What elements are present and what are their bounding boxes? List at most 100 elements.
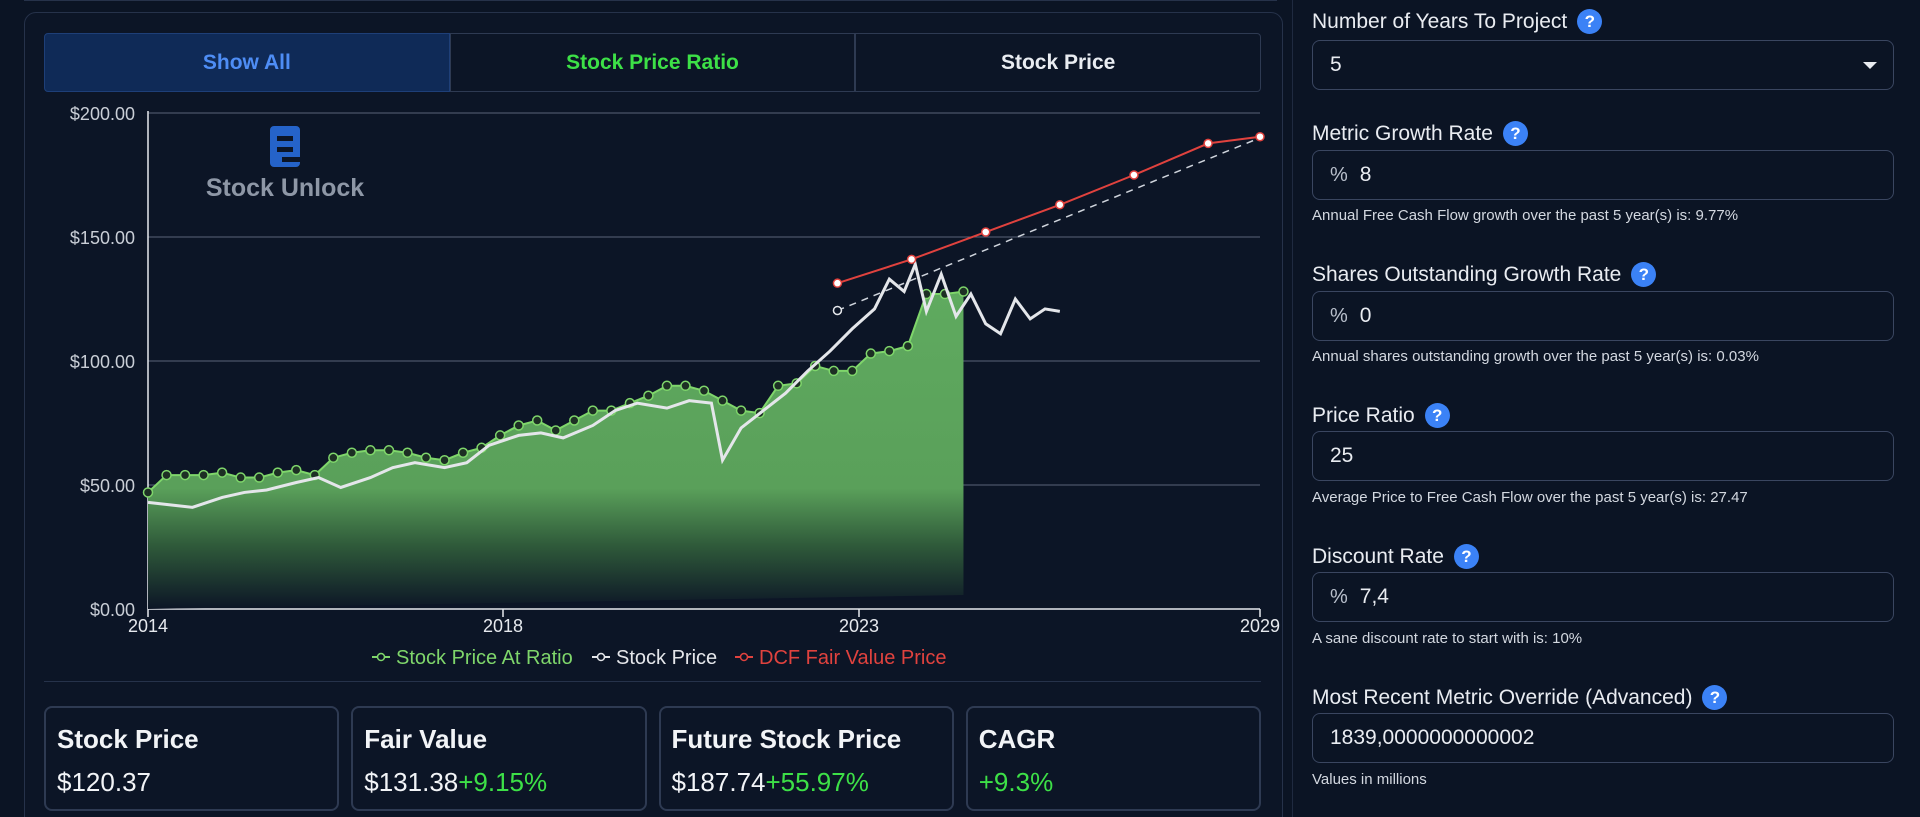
- ratio-point: [346, 447, 358, 459]
- help-icon[interactable]: ?: [1631, 262, 1657, 287]
- metric-override-input[interactable]: 1839,0000000000002: [1312, 713, 1894, 763]
- legend-label: DCF Fair Value Price: [759, 647, 946, 669]
- input-value: 1839,0000000000002: [1330, 726, 1535, 749]
- card-change: +9.15%: [458, 767, 548, 797]
- help-icon[interactable]: ?: [1424, 403, 1450, 428]
- brand-name: Stock Unlock: [206, 174, 364, 202]
- card-title: Future Stock Price: [671, 724, 902, 754]
- card-stock-price: Stock Price $120.37: [44, 706, 340, 811]
- help-icon[interactable]: ?: [1702, 685, 1728, 710]
- metric-growth-label: Metric Growth Rate?: [1312, 121, 1528, 146]
- y-tick-label: $150.00: [70, 228, 135, 248]
- dcf-point: [1255, 131, 1265, 142]
- projection-start-point: [832, 305, 843, 316]
- label-text: Metric Growth Rate: [1312, 121, 1493, 145]
- ratio-point: [365, 445, 376, 456]
- ratio-point: [717, 395, 728, 406]
- card-value: $131.38+9.15%: [364, 767, 633, 798]
- brand-logo: Stock Unlock: [206, 126, 364, 202]
- tab-stock-price-ratio[interactable]: Stock Price Ratio: [449, 33, 856, 92]
- card-title: Stock Price: [57, 724, 199, 754]
- label-text: Shares Outstanding Growth Rate: [1312, 262, 1622, 286]
- shares-growth-hint: Annual shares outstanding growth over th…: [1312, 348, 1759, 365]
- ratio-point: [513, 420, 524, 431]
- ratio-point: [643, 390, 654, 401]
- ratio-point: [328, 452, 339, 463]
- shares-growth-label: Shares Outstanding Growth Rate?: [1312, 262, 1657, 287]
- card-amount: $187.74: [671, 767, 766, 797]
- ratio-point: [884, 345, 895, 357]
- ratio-point: [958, 286, 969, 297]
- ratio-point: [179, 469, 191, 481]
- legend-label: Stock Price: [616, 647, 717, 669]
- tab-show-all[interactable]: Show All: [44, 33, 450, 92]
- x-tick-label: 2023: [839, 616, 879, 636]
- label-text: Price Ratio: [1312, 403, 1415, 427]
- ratio-point: [569, 415, 580, 426]
- panel-divider: [1292, 0, 1293, 817]
- dcf-point: [1129, 170, 1139, 180]
- card-fair-value: Fair Value $131.38+9.15%: [351, 706, 647, 811]
- ratio-point: [772, 380, 784, 392]
- legend-marker: [596, 652, 606, 662]
- dcf-point: [832, 278, 843, 288]
- ratio-point: [587, 405, 599, 416]
- y-tick-label: $200.00: [70, 104, 135, 124]
- ratio-point: [420, 452, 432, 463]
- tab-stock-price[interactable]: Stock Price: [855, 33, 1262, 92]
- input-value: 8: [1359, 163, 1372, 186]
- stock-price-line: [147, 259, 1061, 509]
- y-tick-label: $0.00: [90, 600, 135, 620]
- ratio-point: [161, 469, 172, 481]
- ratio-point: [680, 380, 691, 392]
- ratio-point: [291, 464, 302, 476]
- select-value: 5: [1330, 53, 1342, 76]
- ratio-point: [383, 445, 395, 456]
- help-icon[interactable]: ?: [1502, 121, 1528, 146]
- card-amount: $120.37: [57, 767, 151, 797]
- label-text: Number of Years To Project: [1312, 9, 1568, 33]
- legend-marker: [739, 652, 749, 662]
- label-text: Most Recent Metric Override (Advanced): [1312, 685, 1693, 709]
- projection-line: [837, 137, 1261, 312]
- shares-growth-input[interactable]: % 0: [1312, 291, 1894, 341]
- dcf-point: [906, 254, 917, 265]
- chevron-down-icon: [1863, 62, 1877, 69]
- years-select[interactable]: 5: [1312, 40, 1894, 90]
- dcf-line: [837, 135, 1261, 285]
- ratio-point: [494, 430, 506, 441]
- card-value: +9.3%: [979, 767, 1248, 798]
- ratio-point: [253, 472, 265, 483]
- discount-rate-hint: A sane discount rate to start with is: 1…: [1312, 630, 1583, 647]
- percent-prefix: %: [1330, 163, 1348, 186]
- chart-separator: [44, 681, 1261, 682]
- ratio-point: [847, 365, 858, 377]
- y-tick-label: $100.00: [70, 352, 135, 372]
- card-change: +9.3%: [978, 767, 1054, 797]
- card-cagr: CAGR +9.3%: [965, 706, 1261, 811]
- y-tick-label: $50.00: [80, 476, 135, 496]
- ratio-point: [235, 472, 246, 483]
- dcf-point: [980, 227, 991, 237]
- ratio-point: [142, 487, 154, 498]
- card-title: Fair Value: [364, 724, 488, 754]
- metric-growth-input[interactable]: % 8: [1312, 150, 1894, 200]
- ratio-point: [902, 340, 914, 352]
- price-ratio-input[interactable]: 25: [1312, 431, 1894, 481]
- ratio-point: [698, 385, 710, 397]
- help-icon[interactable]: ?: [1453, 544, 1479, 569]
- help-icon[interactable]: ?: [1577, 9, 1603, 34]
- input-value: 25: [1330, 444, 1354, 467]
- label-text: Discount Rate: [1312, 544, 1444, 568]
- card-amount: $131.38: [364, 767, 459, 797]
- ratio-point: [272, 467, 283, 478]
- discount-rate-label: Discount Rate?: [1312, 544, 1479, 569]
- ratio-point: [439, 454, 450, 466]
- input-value: 7,4: [1359, 585, 1389, 608]
- input-value: 0: [1359, 304, 1372, 327]
- ratio-point: [735, 405, 747, 416]
- dcf-point: [1055, 200, 1065, 210]
- discount-rate-input[interactable]: % 7,4: [1312, 572, 1894, 622]
- ratio-point: [828, 365, 839, 377]
